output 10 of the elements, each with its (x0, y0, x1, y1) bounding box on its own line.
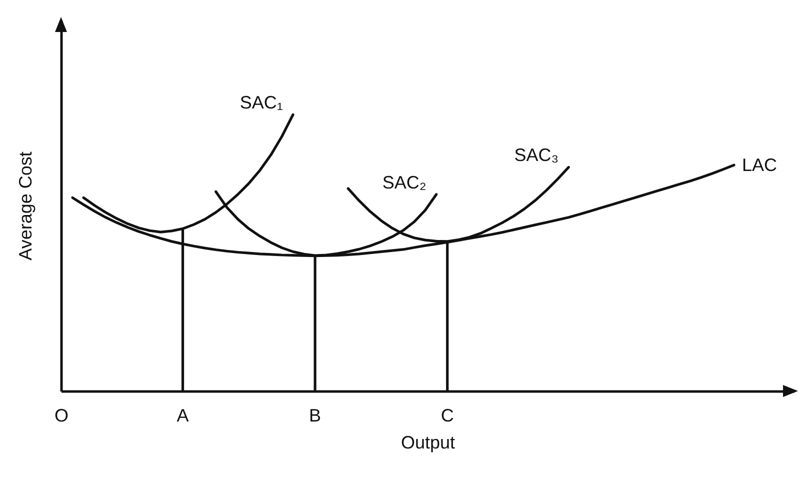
x-axis-title: Output (400, 432, 456, 452)
x-tick-label: B (309, 406, 322, 426)
series-label: LAC (742, 155, 777, 176)
y-axis-title: Average Cost (16, 152, 36, 260)
series-label: SAC₂ (382, 172, 426, 192)
series-label: SAC₁ (240, 92, 284, 113)
x-tick-label: O (54, 406, 69, 426)
x-tick-label: C (440, 406, 454, 426)
series-label: SAC₃ (514, 145, 559, 166)
x-tick-label: A (176, 406, 189, 426)
